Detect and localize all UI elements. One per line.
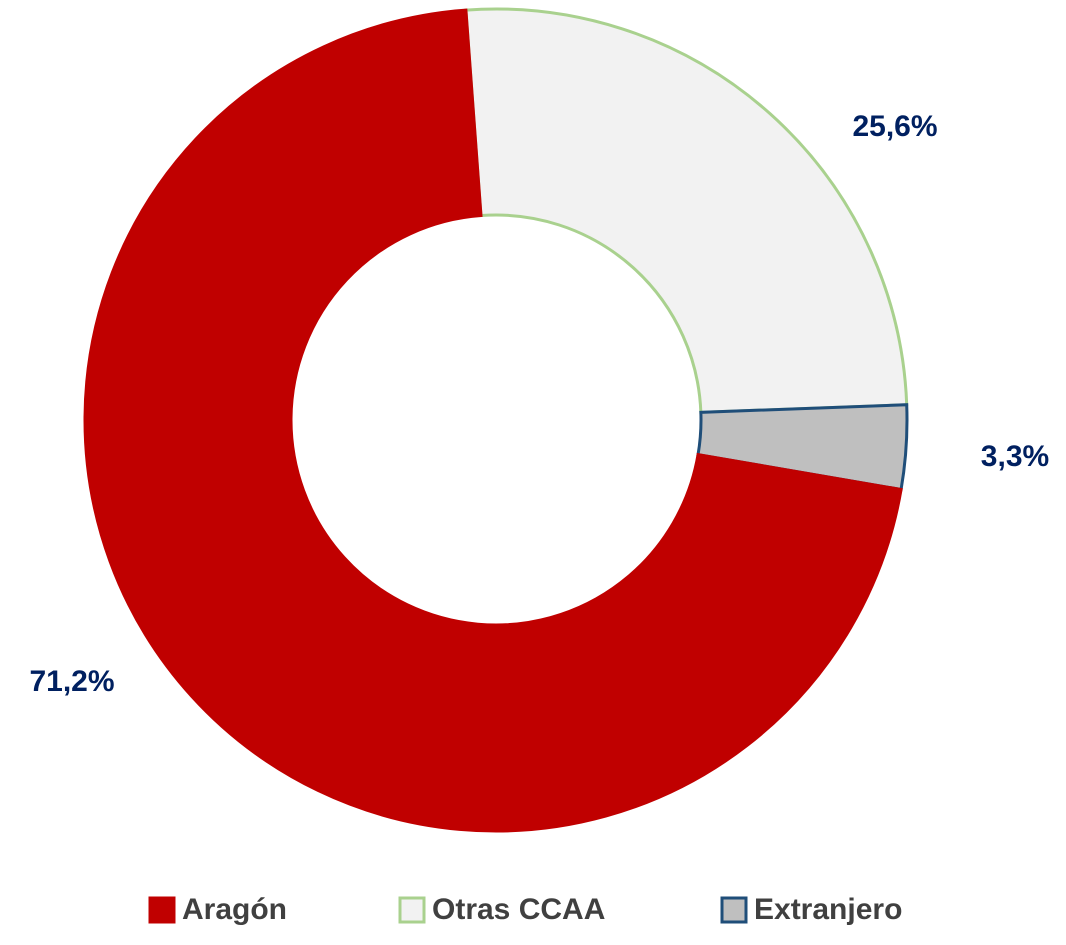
- data-label: 25,6%: [852, 110, 937, 143]
- data-label: 3,3%: [981, 440, 1049, 473]
- donut-slice: [83, 8, 903, 833]
- legend-swatch: [148, 896, 176, 924]
- legend-swatch: [720, 896, 748, 924]
- donut-slice: [464, 7, 909, 414]
- legend-label: Aragón: [182, 893, 287, 926]
- legend-label: Otras CCAA: [432, 893, 605, 926]
- data-label: 71,2%: [29, 665, 114, 698]
- legend-label: Extranjero: [754, 893, 902, 926]
- legend-swatch: [398, 896, 426, 924]
